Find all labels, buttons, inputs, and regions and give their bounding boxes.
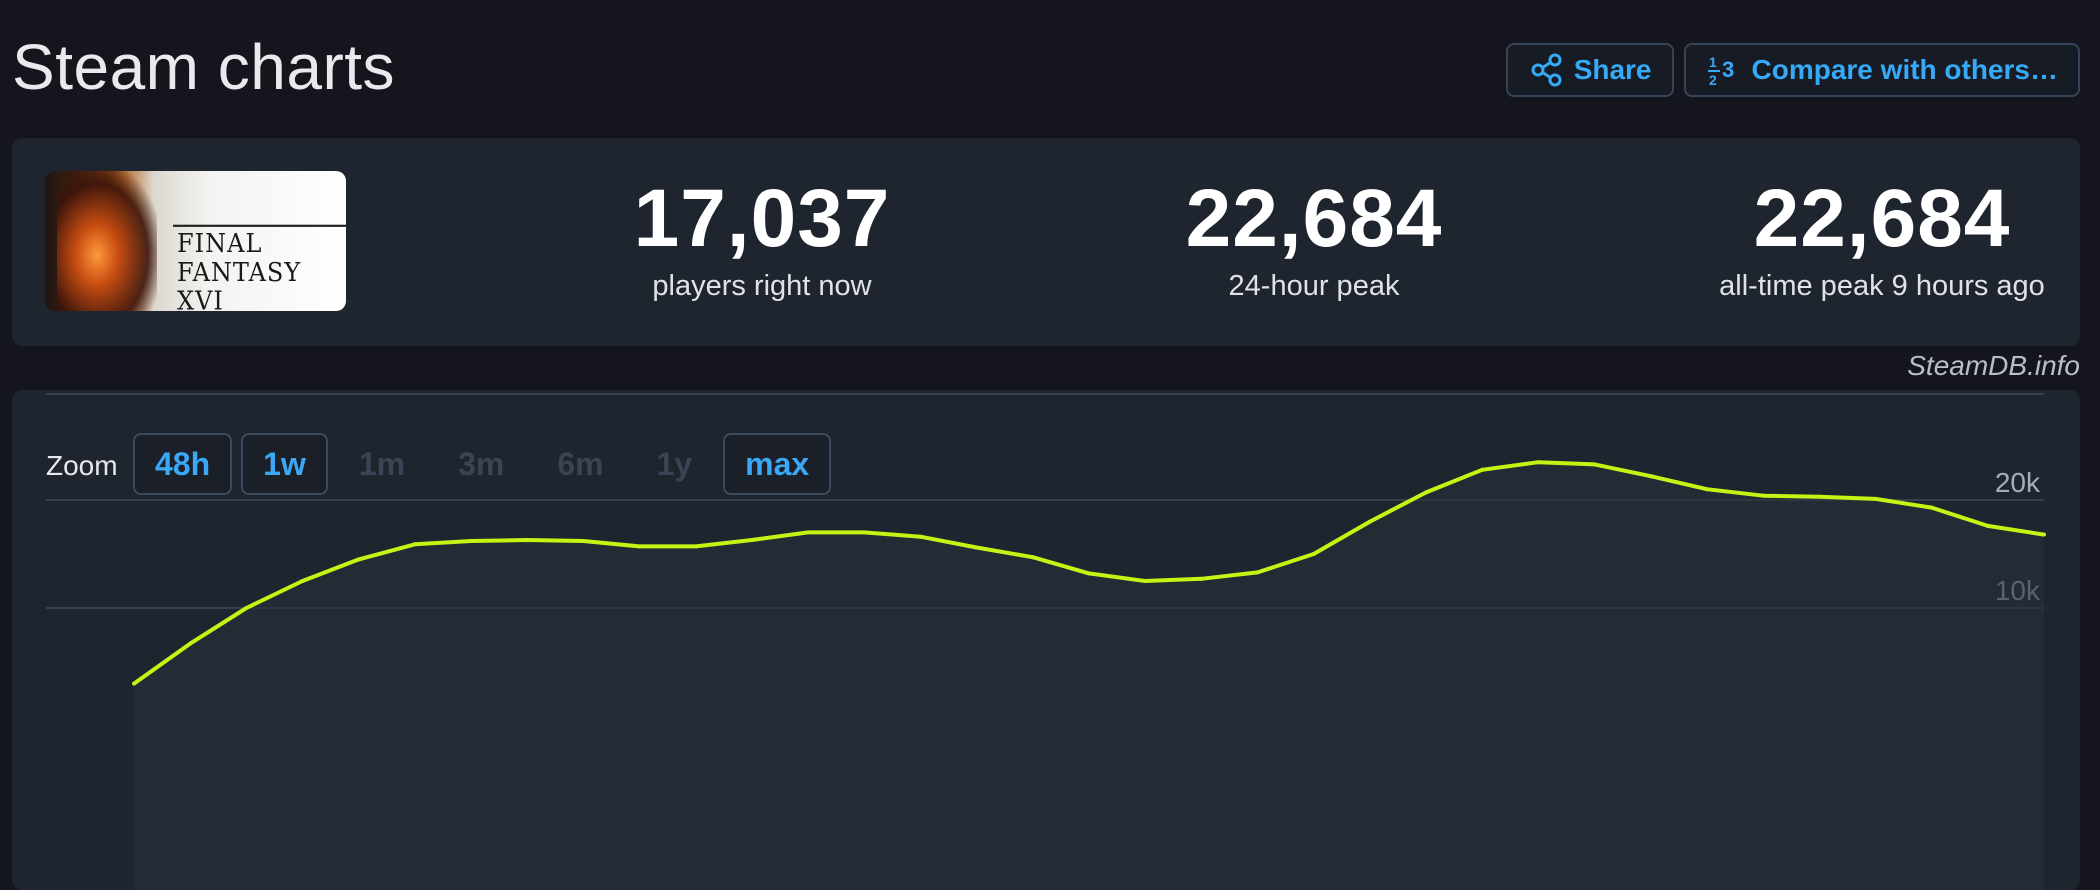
stat-24h-peak: 22,684 24-hour peak — [1034, 176, 1594, 303]
stat-label: 24-hour peak — [1228, 270, 1400, 302]
zoom-label: Zoom — [46, 450, 118, 481]
stat-value: 17,037 — [633, 173, 891, 264]
game-cover-image[interactable]: FINAL FANTASY XVI — [45, 171, 346, 311]
data-point[interactable] — [1536, 460, 1541, 465]
data-point[interactable] — [412, 542, 417, 547]
data-point[interactable] — [581, 539, 586, 544]
svg-text:2: 2 — [1709, 72, 1717, 87]
data-point[interactable] — [1985, 523, 1990, 528]
data-point[interactable] — [918, 534, 923, 539]
chart-panel: Zoom 48h 1w 1m 3m 6m 1y max 20k10k — [12, 390, 2080, 890]
zoom-1m-button[interactable]: 1m — [358, 445, 406, 482]
data-point[interactable] — [1648, 474, 1653, 479]
zoom-1w-button[interactable]: 1w — [241, 433, 328, 495]
data-point[interactable] — [132, 681, 136, 686]
data-point[interactable] — [806, 530, 811, 535]
data-point[interactable] — [244, 606, 249, 610]
share-button[interactable]: Share — [1505, 43, 1674, 97]
series-area — [134, 462, 2044, 890]
stats-panel: FINAL FANTASY XVI 17,037 players right n… — [12, 138, 2080, 346]
data-point[interactable] — [1592, 462, 1597, 467]
svg-text:3: 3 — [1722, 57, 1734, 82]
data-point[interactable] — [356, 557, 361, 562]
data-point[interactable] — [300, 579, 305, 583]
data-point[interactable] — [1143, 579, 1148, 583]
game-logo: FINAL FANTASY XVI — [173, 224, 346, 311]
zoom-max-button[interactable]: max — [723, 433, 832, 495]
stat-label: all-time peak 9 hours ago — [1719, 270, 2045, 302]
data-point[interactable] — [469, 539, 474, 544]
fraction-numbers-icon: 1 2 3 — [1707, 53, 1742, 87]
data-point[interactable] — [749, 537, 754, 542]
header-actions: Share 1 2 3 Compare with others… — [1505, 43, 2080, 97]
stat-value: 22,684 — [1753, 173, 2011, 264]
data-point[interactable] — [1929, 505, 1934, 510]
steamdb-attribution[interactable]: SteamDB.info — [1907, 350, 2080, 381]
data-point[interactable] — [862, 530, 867, 535]
data-point[interactable] — [1199, 576, 1204, 581]
player-count-chart[interactable]: 20k10k — [12, 390, 2080, 890]
data-point[interactable] — [1817, 494, 1822, 499]
stat-players-now: 17,037 players right now — [482, 176, 1042, 303]
stat-value: 22,684 — [1185, 173, 1443, 264]
data-point[interactable] — [2042, 532, 2046, 537]
share-label: Share — [1573, 54, 1652, 85]
svg-text:1: 1 — [1709, 54, 1717, 70]
stat-label: players right now — [652, 270, 872, 302]
data-point[interactable] — [637, 544, 642, 549]
data-point[interactable] — [1311, 552, 1316, 556]
data-point[interactable] — [1367, 519, 1372, 524]
data-point[interactable] — [974, 545, 979, 550]
page-title: Steam charts — [12, 31, 396, 103]
zoom-3m-button[interactable]: 3m — [458, 445, 505, 482]
data-point[interactable] — [1255, 570, 1260, 575]
y-tick-label: 20k — [1995, 467, 2041, 498]
zoom-1y-button[interactable]: 1y — [656, 445, 693, 482]
data-point[interactable] — [1873, 496, 1878, 501]
data-point[interactable] — [1761, 493, 1766, 498]
share-icon — [1530, 53, 1564, 87]
zoom-48h-button[interactable]: 48h — [133, 433, 233, 495]
data-point[interactable] — [1480, 467, 1485, 472]
game-cover-figure — [57, 171, 157, 311]
zoom-6m-button[interactable]: 6m — [557, 445, 604, 482]
data-point[interactable] — [1424, 490, 1429, 495]
data-point[interactable] — [1704, 487, 1709, 492]
data-point[interactable] — [693, 544, 698, 549]
data-point[interactable] — [188, 641, 193, 646]
stat-all-time-peak: 22,684 all-time peak 9 hours ago — [1602, 176, 2100, 303]
data-point[interactable] — [525, 537, 530, 542]
data-point[interactable] — [1087, 571, 1091, 576]
compare-label: Compare with others… — [1751, 54, 2058, 85]
zoom-options: 48h 1w 1m 3m 6m 1y max — [133, 433, 832, 495]
compare-button[interactable]: 1 2 3 Compare with others… — [1683, 43, 2080, 97]
data-point[interactable] — [1030, 555, 1035, 560]
